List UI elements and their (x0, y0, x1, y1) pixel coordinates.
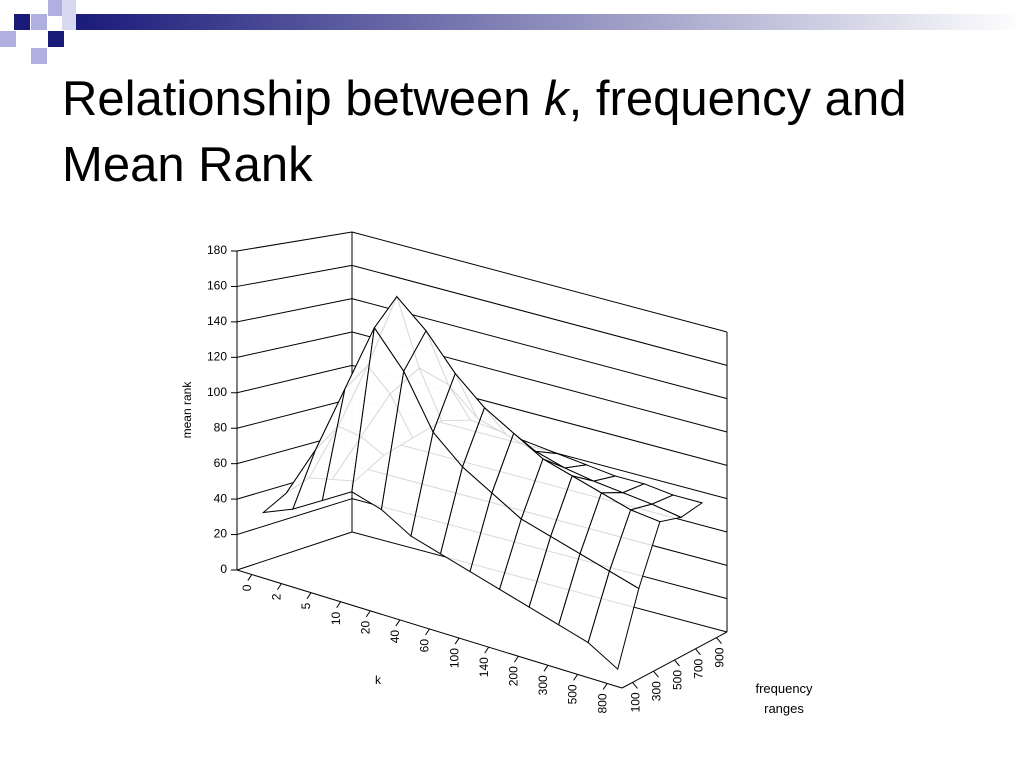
x-tick (395, 619, 401, 627)
grid-line (236, 531, 353, 571)
z-tick (653, 670, 659, 678)
z-tick (632, 682, 638, 689)
x-tick (454, 637, 460, 645)
grid-line (236, 498, 353, 536)
x-tick (543, 665, 549, 672)
x-tick-label: 2 (270, 593, 284, 600)
x-tick (513, 655, 519, 663)
y-axis-title: mean rank (180, 381, 194, 439)
title-part: k (544, 72, 569, 126)
x-tick (425, 628, 430, 636)
grid-line (236, 264, 353, 287)
grid-line (236, 231, 353, 252)
y-tick-label: 180 (207, 243, 227, 257)
x-axis-title: k (375, 673, 382, 687)
y-tick-label: 120 (207, 350, 227, 364)
y-tick-label: 60 (214, 456, 228, 470)
grid-line (236, 331, 353, 358)
z-tick-label: 100 (629, 692, 643, 712)
title-part: , frequency and Mean Rank (62, 72, 907, 192)
x-tick-label: 10 (329, 611, 343, 625)
z-tick-label: 500 (671, 670, 685, 690)
x-tick (336, 601, 342, 609)
x-tick-label: 20 (358, 621, 372, 635)
grid-line (236, 398, 353, 429)
x-tick (247, 574, 253, 581)
x-tick-label: 300 (536, 675, 550, 695)
z-axis-title: frequency ranges (755, 681, 813, 716)
y-tick-label: 20 (214, 527, 228, 541)
x-tick-label: 5 (299, 602, 313, 609)
x-tick (277, 583, 282, 590)
x-tick (573, 674, 578, 681)
y-tick-label: 40 (214, 491, 228, 505)
x-tick-label: 60 (418, 639, 432, 653)
slide-title: Relationship between k, frequency and Me… (62, 66, 962, 198)
y-tick-label: 100 (207, 385, 227, 399)
grid-line (351, 298, 728, 400)
x-tick-label: 140 (477, 657, 491, 677)
y-tick-label: 80 (214, 420, 228, 434)
surface-cell (587, 570, 640, 671)
y-tick-label: 140 (207, 314, 227, 328)
z-tick-label: 700 (692, 658, 706, 678)
z-tick-label: 900 (713, 647, 727, 667)
x-tick-label: 100 (447, 648, 461, 668)
x-tick (484, 646, 490, 654)
x-tick-label: 500 (566, 684, 580, 704)
z-tick-label: 300 (650, 681, 664, 701)
grid-line (236, 364, 353, 394)
x-tick-label: 800 (595, 693, 609, 713)
x-tick (602, 683, 608, 690)
z-tick (674, 659, 680, 667)
x-tick-label: 200 (507, 666, 521, 686)
z-tick (716, 637, 722, 644)
x-tick (365, 610, 371, 618)
x-tick-label: 0 (240, 584, 254, 591)
x-tick (306, 592, 312, 599)
grid-line (236, 298, 353, 323)
title-part: Relationship between (62, 72, 545, 126)
z-tick (695, 648, 701, 656)
y-tick-label: 0 (220, 562, 227, 576)
decoration (0, 0, 1024, 64)
x-tick-label: 40 (388, 630, 402, 644)
grid-line (351, 231, 728, 333)
grid-line (351, 264, 728, 366)
y-tick-label: 160 (207, 279, 227, 293)
